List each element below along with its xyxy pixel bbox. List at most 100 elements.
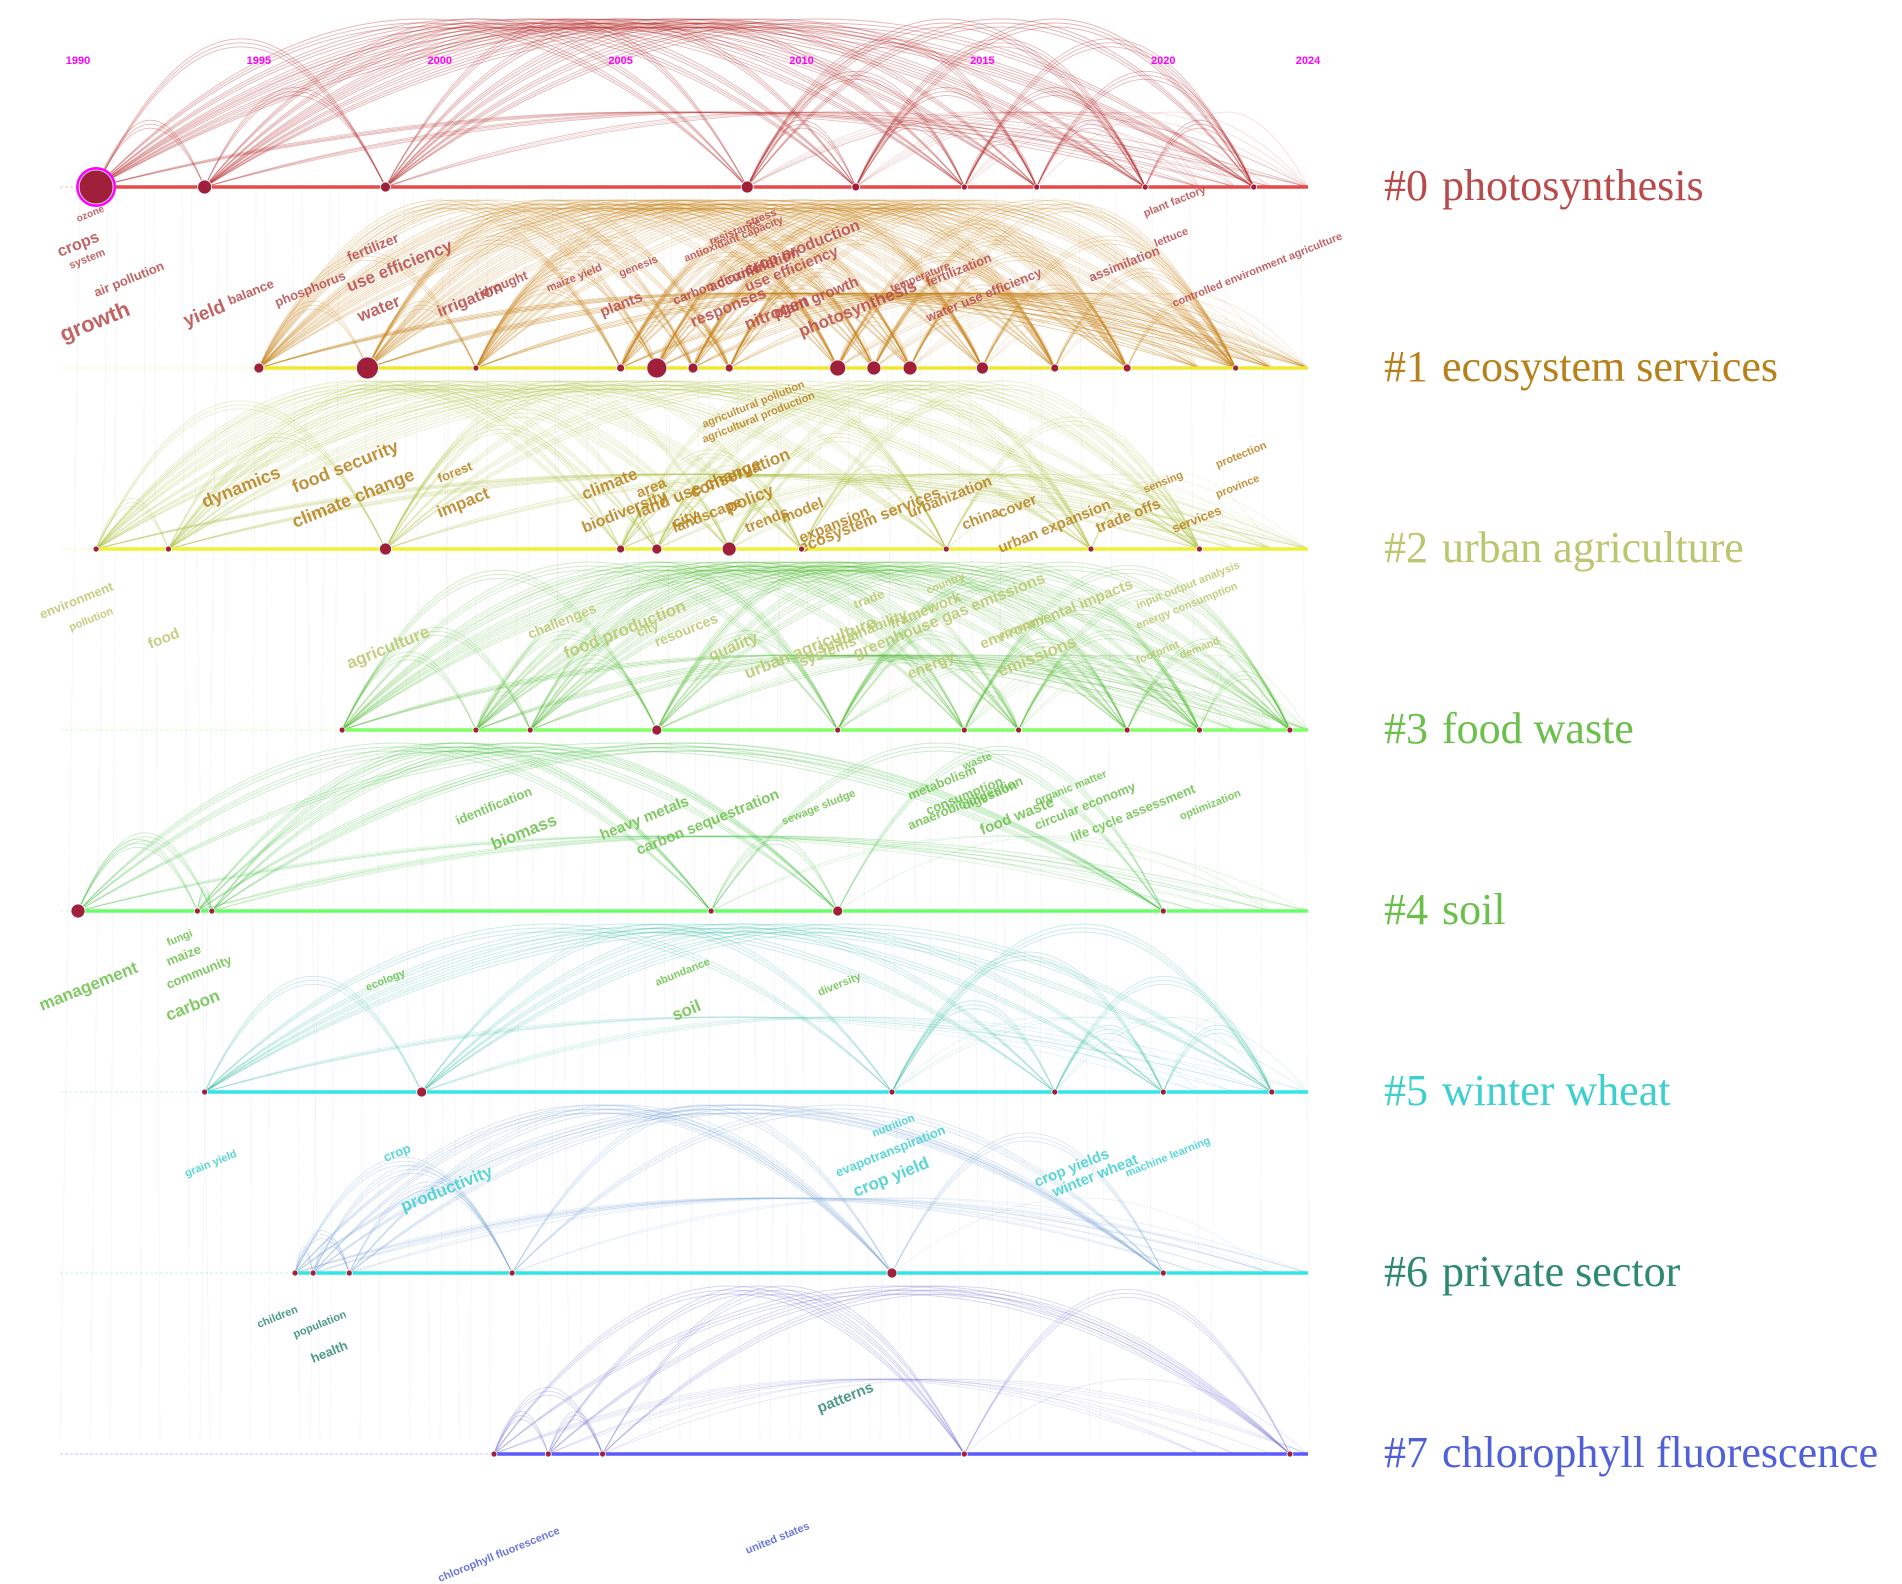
keyword-node xyxy=(651,543,663,555)
citation-arc xyxy=(211,835,1309,912)
citation-arc xyxy=(529,565,965,731)
citation-arc xyxy=(656,292,1236,369)
keyword-label: protection xyxy=(1214,439,1269,470)
citation-arc xyxy=(258,207,1236,369)
citation-arc xyxy=(656,380,1092,550)
citation-arc xyxy=(341,565,1200,731)
citation-arc xyxy=(1036,127,1146,188)
citation-arc xyxy=(692,292,1236,369)
background-link xyxy=(773,189,791,1441)
citation-arc xyxy=(620,388,1092,550)
citation-arc xyxy=(656,569,1291,731)
citation-arc xyxy=(1018,654,1309,731)
citation-arc xyxy=(168,388,802,550)
citation-arc xyxy=(258,207,730,369)
keyword-node xyxy=(1159,1088,1167,1096)
citation-arc xyxy=(95,119,206,188)
citation-arc xyxy=(801,465,947,550)
citation-arc xyxy=(95,388,658,550)
cluster-id: #4 xyxy=(1384,885,1428,934)
citation-arc xyxy=(385,111,1309,188)
citation-arc xyxy=(963,42,1255,188)
citation-arc xyxy=(728,506,802,550)
citation-arc xyxy=(620,292,1309,369)
citation-arc xyxy=(475,569,839,731)
citation-arc xyxy=(367,219,658,369)
citation-arc xyxy=(211,750,839,912)
citation-arc xyxy=(656,498,730,550)
citation-arc xyxy=(620,300,730,369)
citation-arc xyxy=(728,239,983,369)
citation-arc xyxy=(746,75,965,188)
citation-arc xyxy=(548,1378,1200,1455)
citation-arc xyxy=(855,111,1273,188)
citation-arc xyxy=(746,71,965,188)
citation-arc xyxy=(367,207,1236,369)
citation-arc xyxy=(385,18,1038,188)
citation-arc xyxy=(421,927,1164,1093)
citation-arc xyxy=(620,457,802,550)
citation-arc xyxy=(475,292,1272,369)
citation-arc xyxy=(620,473,1200,550)
citation-arc xyxy=(511,1112,893,1274)
keyword-label: abundance xyxy=(653,956,711,989)
citation-arc xyxy=(692,292,1309,369)
citation-arc xyxy=(95,473,1272,550)
background-link xyxy=(625,189,631,1441)
citation-arc xyxy=(747,111,1273,188)
citation-arc xyxy=(312,1104,1164,1274)
citation-arc xyxy=(95,404,386,550)
citation-arc xyxy=(385,384,1200,550)
citation-arc xyxy=(77,836,213,912)
citation-arc xyxy=(341,569,1200,731)
citation-arc xyxy=(1090,489,1200,550)
citation-arc xyxy=(475,561,1291,731)
background-link xyxy=(375,189,381,1441)
background-link xyxy=(1019,189,1034,1441)
citation-arc xyxy=(341,655,477,731)
citation-arc xyxy=(421,923,1164,1093)
citation-arc xyxy=(873,239,1128,369)
citation-arc xyxy=(258,203,1056,369)
citation-arc xyxy=(801,473,1309,550)
citation-arc xyxy=(728,300,839,369)
citation-arc xyxy=(656,654,1200,731)
citation-arc xyxy=(385,18,857,188)
citation-arc xyxy=(837,292,983,369)
citation-arc xyxy=(313,1197,1309,1274)
citation-arc xyxy=(855,95,1038,188)
background-link xyxy=(199,189,220,1441)
citation-arc xyxy=(168,388,1200,550)
citation-arc xyxy=(529,565,1200,731)
citation-arc xyxy=(656,207,983,369)
citation-arc xyxy=(529,565,1019,731)
citation-arc xyxy=(258,292,1200,369)
background-link xyxy=(523,189,541,1441)
citation-arc xyxy=(620,203,1236,369)
keyword-label: province xyxy=(1214,472,1261,500)
citation-arc xyxy=(728,207,1128,369)
citation-arc xyxy=(313,1197,1200,1274)
keyword-node xyxy=(1250,183,1258,191)
citation-arc xyxy=(493,1378,1309,1455)
citation-arc xyxy=(855,46,1146,188)
citation-arc xyxy=(475,292,1200,369)
citation-arc xyxy=(95,408,386,550)
citation-arc xyxy=(258,203,622,369)
citation-arc xyxy=(728,388,1092,550)
citation-arc xyxy=(95,384,947,550)
citation-arc xyxy=(204,111,1236,188)
cluster-id: #1 xyxy=(1384,342,1428,391)
citation-arc xyxy=(1054,268,1237,369)
citation-arc xyxy=(385,384,730,550)
citation-arc xyxy=(197,835,1272,912)
citation-arc xyxy=(837,341,875,369)
citation-arc xyxy=(728,207,1237,369)
citation-arc xyxy=(656,465,802,550)
citation-arc xyxy=(294,1197,1236,1274)
citation-arc xyxy=(475,691,531,731)
citation-arc xyxy=(909,292,1273,369)
citation-arc xyxy=(385,26,748,188)
citation-arc xyxy=(728,292,1200,369)
citation-arc xyxy=(168,384,802,550)
